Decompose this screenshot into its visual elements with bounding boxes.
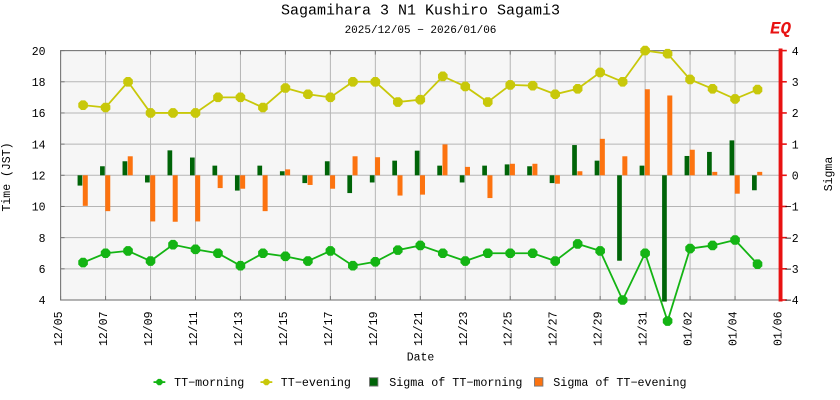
svg-text:12/09: 12/09 (143, 311, 156, 346)
svg-text:Time (JST): Time (JST) (1, 142, 14, 211)
svg-text:3: 3 (792, 77, 799, 90)
svg-text:EQ: EQ (770, 20, 792, 40)
svg-text:Sigma: Sigma (823, 157, 836, 192)
svg-text:8: 8 (39, 233, 46, 246)
svg-text:10: 10 (32, 202, 46, 215)
svg-text:12: 12 (32, 171, 46, 184)
svg-text:20: 20 (32, 46, 46, 59)
svg-text:12/07: 12/07 (98, 312, 111, 347)
svg-text:0: 0 (792, 171, 799, 184)
svg-text:2: 2 (792, 108, 799, 121)
svg-text:Date: Date (407, 352, 435, 365)
svg-text:12/13: 12/13 (233, 311, 246, 346)
svg-text:14: 14 (32, 139, 46, 152)
svg-text:12/05: 12/05 (53, 311, 66, 346)
svg-text:12/29: 12/29 (593, 311, 606, 346)
svg-text:TT−evening: TT−evening (281, 376, 351, 390)
svg-text:12/23: 12/23 (458, 311, 471, 346)
svg-text:4: 4 (39, 295, 46, 308)
svg-text:Sagamihara 3 N1 Kushiro Sagami: Sagamihara 3 N1 Kushiro Sagami3 (281, 3, 560, 20)
svg-text:12/15: 12/15 (278, 311, 291, 346)
svg-text:1: 1 (792, 139, 799, 152)
svg-text:Sigma of TT−evening: Sigma of TT−evening (553, 376, 686, 390)
svg-text:12/27: 12/27 (548, 312, 561, 347)
svg-text:Sigma of TT−morning: Sigma of TT−morning (389, 376, 522, 390)
svg-text:12/11: 12/11 (188, 311, 201, 346)
svg-text:16: 16 (32, 108, 46, 121)
svg-text:−2: −2 (785, 233, 799, 246)
svg-text:12/21: 12/21 (413, 311, 426, 346)
svg-text:−1: −1 (785, 202, 799, 215)
svg-text:12/17: 12/17 (323, 312, 336, 347)
svg-text:6: 6 (39, 264, 46, 277)
svg-text:12/25: 12/25 (503, 311, 516, 346)
svg-text:−4: −4 (785, 295, 799, 308)
svg-text:01/06: 01/06 (773, 311, 786, 346)
svg-text:01/04: 01/04 (728, 311, 741, 346)
svg-text:12/19: 12/19 (368, 311, 381, 346)
svg-text:2025/12/05 − 2026/01/06: 2025/12/05 − 2026/01/06 (345, 25, 497, 37)
svg-text:18: 18 (32, 77, 46, 90)
svg-text:TT−morning: TT−morning (174, 376, 244, 390)
svg-text:01/02: 01/02 (683, 311, 696, 346)
svg-text:−3: −3 (785, 264, 799, 277)
svg-text:12/31: 12/31 (638, 311, 651, 346)
svg-text:4: 4 (792, 46, 799, 59)
